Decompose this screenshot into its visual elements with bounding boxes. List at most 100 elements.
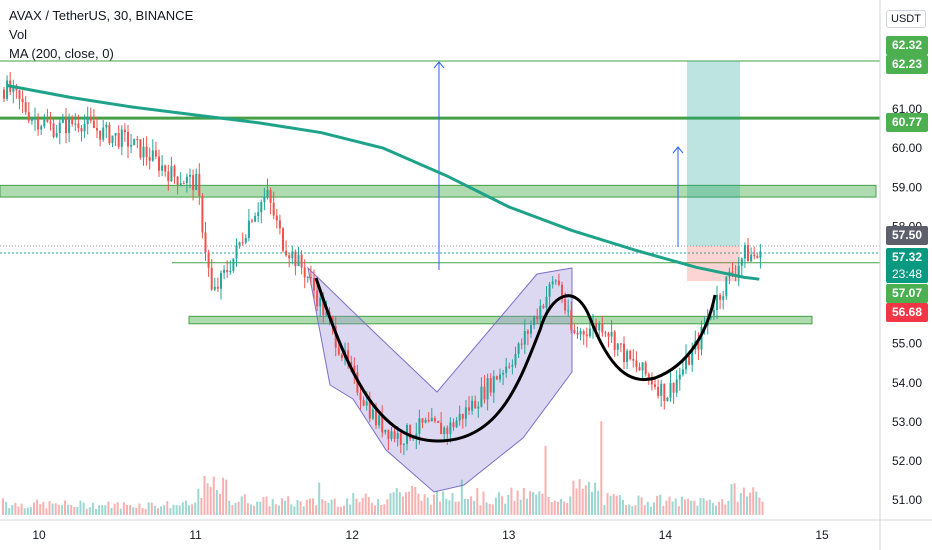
candle-body <box>430 417 433 422</box>
volume-bar <box>358 502 361 515</box>
volume-bar <box>194 502 197 515</box>
candle-body <box>251 220 253 222</box>
candle-body <box>260 202 263 213</box>
candle-body <box>523 330 526 345</box>
candle-body <box>582 331 585 335</box>
candle-body <box>415 433 418 438</box>
candle-body <box>480 386 483 407</box>
candle-body <box>148 156 151 161</box>
candle-body <box>55 133 58 137</box>
candle-body <box>452 422 455 428</box>
candle-body <box>530 324 532 334</box>
legend-ma[interactable]: MA (200, close, 0) <box>9 46 114 61</box>
volume-bar <box>175 505 178 515</box>
candle-body <box>449 422 452 435</box>
candle-body <box>353 365 356 373</box>
volume-bar <box>429 504 432 515</box>
candle-body <box>573 329 576 333</box>
moving-average-line <box>7 84 760 281</box>
volume-bar <box>761 501 764 515</box>
volume-bar <box>671 501 674 515</box>
volume-bar <box>339 506 342 515</box>
candle-body <box>471 400 474 411</box>
candle-body <box>40 126 43 130</box>
candle-body <box>418 418 421 434</box>
volume-bar <box>150 502 153 515</box>
volume-bar <box>426 497 429 515</box>
ma-layer <box>7 84 760 281</box>
volume-bar <box>696 505 699 515</box>
volume-bar <box>70 505 73 515</box>
legend-vol[interactable]: Vol <box>9 27 28 42</box>
price-tick-label: 61.00 <box>892 102 922 116</box>
candle-body <box>588 328 591 337</box>
candle-body <box>678 374 681 380</box>
volume-bar <box>237 501 240 515</box>
target-box <box>687 61 740 246</box>
volume-bar <box>206 483 209 515</box>
candle-body <box>396 433 399 439</box>
volume-bar <box>473 500 476 515</box>
volume-bar <box>191 504 194 515</box>
volume-bar <box>200 498 203 515</box>
resistance-zone <box>0 184 877 198</box>
candle-body <box>610 331 613 337</box>
candle-body <box>86 116 89 124</box>
candle-body <box>83 123 86 132</box>
volume-bar <box>742 487 745 515</box>
time-tick-label: 14 <box>659 528 673 542</box>
candle-body <box>359 392 362 400</box>
price-unit-label[interactable]: USDT <box>886 10 926 28</box>
candle-body <box>244 238 247 243</box>
candle-body <box>737 265 740 275</box>
candle-body <box>387 429 390 439</box>
candle-body <box>681 369 684 375</box>
volume-bar <box>281 498 283 515</box>
candle-body <box>297 254 300 267</box>
candle-body <box>179 183 182 185</box>
volume-bar <box>39 504 42 515</box>
volume-bar <box>522 487 525 515</box>
candle-body <box>164 165 167 172</box>
candle-body <box>43 119 46 127</box>
volume-bar <box>600 421 603 515</box>
volume-bar <box>256 501 259 515</box>
volume-bar <box>349 504 352 515</box>
candle-body <box>567 310 570 312</box>
volume-bar <box>166 501 169 515</box>
candle-body <box>68 117 71 133</box>
volume-bar <box>122 502 125 515</box>
candle-body <box>579 331 582 335</box>
volume-bar <box>597 490 600 515</box>
candle-body <box>371 409 374 419</box>
candle-body <box>548 284 551 297</box>
legend-symbol[interactable]: AVAX / TetherUS, 30, BINANCE <box>9 8 194 23</box>
candle-body <box>750 254 753 262</box>
volume-bar <box>687 498 690 515</box>
volume-bar <box>178 505 181 515</box>
volume-bar <box>36 499 39 515</box>
candle-body <box>263 196 266 203</box>
volume-bar <box>188 505 190 515</box>
volume-bar <box>504 503 507 515</box>
pattern-layer <box>307 61 684 493</box>
price-tick-label: 55.00 <box>892 337 922 351</box>
candle-body <box>300 254 303 268</box>
volume-bar <box>73 507 76 515</box>
volume-bar <box>494 497 497 515</box>
volume-bar <box>634 505 637 515</box>
candle-body <box>27 112 30 121</box>
candle-body <box>700 327 703 350</box>
volume-bar <box>690 500 693 515</box>
countdown-badge: 23:48 <box>886 266 928 283</box>
volume-bar <box>538 491 541 515</box>
candle-body <box>24 102 27 113</box>
candle-body <box>285 250 288 256</box>
candle-body <box>269 189 272 203</box>
candle-body <box>672 382 675 393</box>
volume-bar <box>79 500 82 515</box>
candle-body <box>427 419 430 422</box>
candle-body <box>520 343 523 345</box>
candle-body <box>334 326 337 348</box>
